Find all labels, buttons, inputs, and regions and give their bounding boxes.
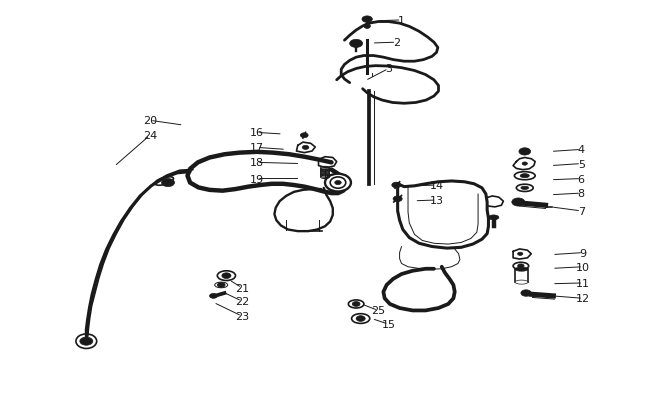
Ellipse shape [515,280,528,284]
Ellipse shape [217,283,225,288]
Text: 14: 14 [430,181,443,190]
Text: 8: 8 [578,189,585,198]
Text: 19: 19 [250,174,264,184]
Ellipse shape [356,316,365,322]
Text: 22: 22 [235,296,249,306]
Ellipse shape [521,290,531,296]
Ellipse shape [352,302,360,307]
Ellipse shape [325,174,351,192]
Ellipse shape [335,181,341,185]
Text: 23: 23 [235,311,249,321]
Ellipse shape [364,25,370,29]
Ellipse shape [209,294,217,298]
Bar [515,269,528,282]
Ellipse shape [302,146,309,150]
Text: 4: 4 [578,145,585,155]
Ellipse shape [162,179,174,187]
Text: 21: 21 [235,283,249,293]
Ellipse shape [521,187,528,190]
Text: 5: 5 [578,159,585,169]
Ellipse shape [80,337,93,345]
Text: 6: 6 [578,174,585,184]
Ellipse shape [517,264,524,268]
Ellipse shape [222,273,231,279]
Text: 11: 11 [576,278,590,288]
Text: 13: 13 [430,196,443,205]
Ellipse shape [488,215,499,220]
Text: 15: 15 [382,320,396,329]
Ellipse shape [512,198,525,207]
Text: 25: 25 [371,306,385,315]
Text: 12: 12 [576,294,590,304]
Text: 9: 9 [580,248,587,258]
Text: 7: 7 [578,207,585,216]
Text: 3: 3 [385,64,392,74]
Text: 2: 2 [393,38,400,48]
Ellipse shape [393,196,402,202]
Ellipse shape [392,183,401,188]
Text: 1: 1 [398,16,405,26]
Text: 17: 17 [250,143,264,153]
Text: 24: 24 [143,131,157,141]
Ellipse shape [517,253,523,256]
Ellipse shape [520,174,529,178]
Text: 18: 18 [250,158,264,168]
Ellipse shape [300,134,308,139]
Ellipse shape [515,267,528,271]
Ellipse shape [362,17,372,23]
Ellipse shape [350,40,363,48]
Ellipse shape [519,148,530,156]
Ellipse shape [522,162,527,166]
Text: 10: 10 [576,262,590,272]
Text: 20: 20 [143,116,157,126]
Text: 16: 16 [250,128,264,138]
